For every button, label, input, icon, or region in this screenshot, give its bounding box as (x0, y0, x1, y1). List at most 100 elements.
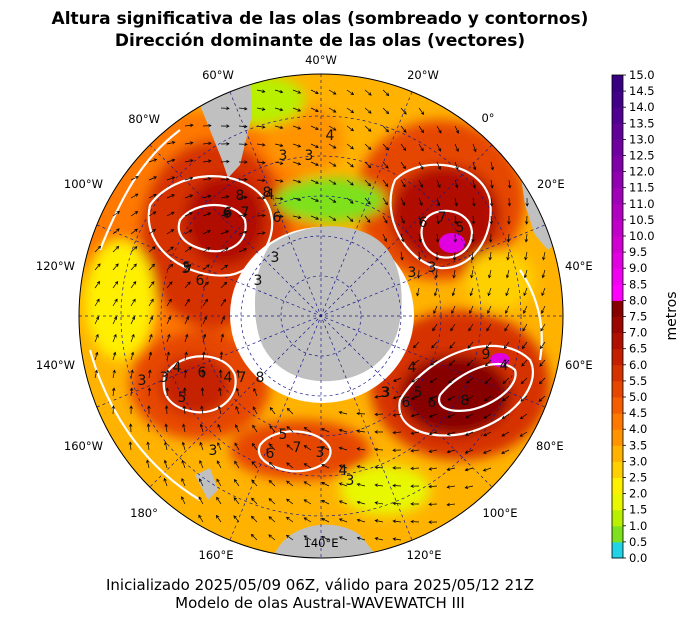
wave-direction-arrow (184, 176, 194, 181)
wave-direction-arrow (202, 159, 212, 163)
wave-direction-arrow (220, 159, 230, 164)
wave-direction-arrow (451, 305, 456, 314)
wave-direction-arrow (538, 395, 546, 402)
wave-direction-arrow (436, 125, 442, 134)
wave-direction-arrow (130, 193, 139, 199)
wave-direction-arrow (146, 441, 150, 451)
colorbar-segment (612, 268, 623, 285)
wave-direction-arrow (202, 264, 210, 271)
wave-direction-arrow (454, 179, 459, 189)
wave-direction-arrow (252, 406, 258, 415)
wave-direction-arrow (220, 333, 225, 343)
wave-direction-arrow (256, 143, 266, 147)
longitude-label: 20°E (537, 177, 565, 191)
longitude-label: 60°W (202, 68, 234, 82)
wave-direction-arrow (501, 413, 510, 419)
contour-label: 3 (254, 273, 263, 289)
wave-direction-arrow (146, 423, 151, 433)
longitude-label: 140°E (304, 536, 339, 550)
colorbar-tick-label: 12.5 (629, 149, 655, 163)
wave-direction-arrow (164, 405, 169, 415)
longitude-label: 80°E (536, 439, 564, 453)
wave-direction-arrow (451, 287, 456, 297)
wave-direction-arrow (392, 395, 402, 400)
wave-direction-arrow (286, 498, 294, 505)
wave-direction-arrow (356, 465, 366, 469)
wave-direction-arrow (165, 369, 170, 379)
wave-direction-arrow (220, 316, 225, 325)
wave-direction-arrow (321, 482, 330, 487)
wave-direction-arrow (147, 387, 152, 397)
wave-direction-arrow (364, 215, 371, 223)
colorbar-segment (612, 139, 623, 156)
wave-direction-arrow (487, 305, 492, 314)
wave-direction-arrow (505, 269, 510, 279)
longitude-label: 40°W (305, 53, 337, 67)
contour-label: 6 (273, 210, 282, 226)
wave-direction-arrow (338, 482, 348, 487)
wave-direction-arrow (148, 211, 157, 217)
wave-direction-arrow (400, 233, 405, 243)
wave-direction-arrow (506, 233, 511, 243)
wave-direction-arrow (382, 161, 389, 169)
colorbar-tick-label: 13.5 (629, 116, 655, 130)
wave-direction-arrow (166, 211, 175, 217)
wave-direction-arrow (130, 316, 136, 325)
wave-direction-arrow (542, 251, 546, 261)
wave-direction-arrow (400, 179, 406, 188)
wave-direction-arrow (471, 233, 475, 243)
wave-direction-arrow (183, 369, 188, 379)
wave-direction-arrow (166, 351, 170, 361)
wave-direction-arrow (148, 281, 155, 289)
contour-label: 3 (160, 370, 169, 386)
colorbar-segment (612, 236, 623, 253)
wave-direction-arrow (234, 424, 240, 433)
wave-direction-arrow (382, 143, 389, 151)
wave-direction-arrow (148, 193, 157, 199)
wave-direction-arrow (436, 143, 442, 152)
wave-direction-arrow (435, 233, 440, 243)
wave-direction-arrow (521, 359, 528, 367)
wave-direction-arrow (202, 316, 207, 325)
wave-direction-arrow (392, 466, 402, 470)
wave-direction-arrow (166, 246, 174, 253)
colorbar-tick-label: 2.0 (629, 487, 647, 501)
wave-direction-arrow (286, 480, 294, 487)
wave-direction-arrow (428, 413, 438, 418)
wave-direction-arrow (521, 341, 528, 350)
wave-direction-arrow (129, 387, 134, 397)
wave-direction-arrow (310, 197, 319, 202)
wave-direction-arrow (256, 178, 266, 183)
wave-direction-arrow (450, 323, 456, 332)
wave-direction-arrow (466, 377, 474, 384)
wave-direction-arrow (292, 107, 302, 112)
antarctica-land (254, 226, 402, 382)
wave-direction-arrow (238, 195, 248, 200)
wave-direction-arrow (400, 215, 405, 225)
colorbar-segment (612, 429, 623, 446)
wave-direction-arrow (539, 341, 546, 350)
wave-direction-arrow (183, 387, 187, 397)
wave-direction-arrow (454, 197, 458, 207)
wave-direction-arrow (418, 215, 423, 225)
wave-direction-arrow (181, 459, 186, 469)
wave-direction-arrow (274, 161, 284, 165)
wave-direction-arrow (452, 251, 457, 261)
wave-direction-arrow (94, 298, 100, 307)
wave-direction-arrow (184, 123, 194, 128)
wave-direction-arrow (505, 287, 510, 297)
contour-label: 5 (178, 390, 187, 406)
wave-direction-arrow (251, 479, 258, 487)
wave-direction-arrow (181, 477, 186, 487)
wave-direction-arrow (130, 228, 138, 235)
wave-direction-arrow (184, 281, 191, 289)
wave-direction-arrow (274, 179, 284, 183)
wave-direction-arrow (253, 387, 258, 397)
contour-label: 3 (279, 148, 288, 164)
wave-direction-arrow (525, 197, 529, 207)
wave-direction-arrow (163, 459, 168, 469)
wave-direction-arrow (292, 89, 302, 94)
wave-direction-arrow (483, 431, 492, 437)
wave-direction-arrow (356, 429, 366, 433)
